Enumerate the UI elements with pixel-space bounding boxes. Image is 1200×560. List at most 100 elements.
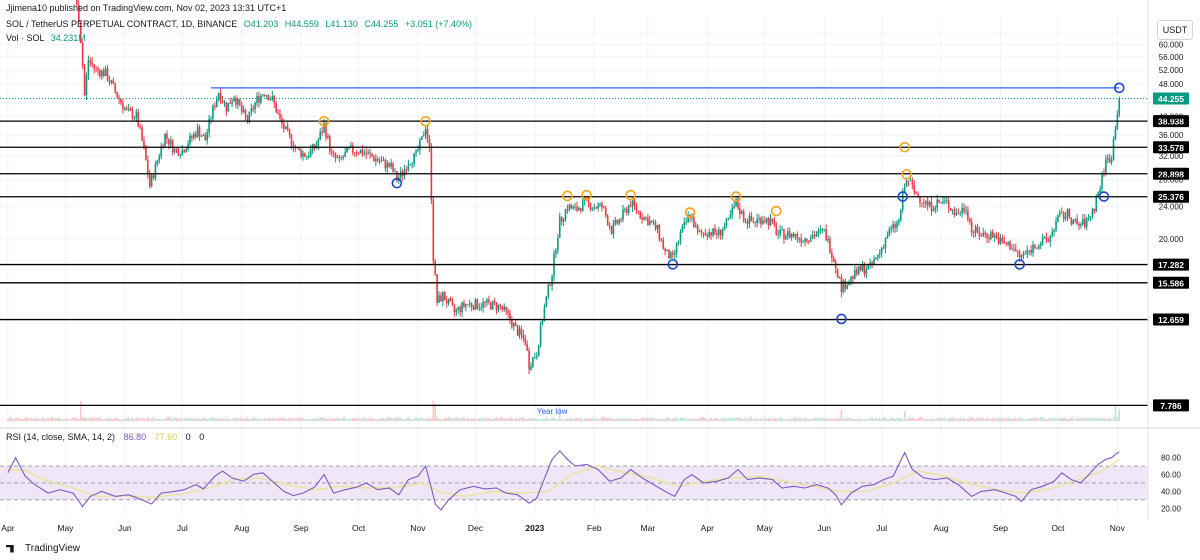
volume-bar [169, 417, 172, 421]
volume-bar [248, 418, 251, 421]
volume-bar [123, 418, 126, 421]
candle-body [641, 217, 643, 220]
volume-bar [829, 418, 831, 421]
volume-bar [654, 419, 657, 421]
candle-body [512, 323, 515, 327]
volume-bar [384, 419, 387, 421]
candle-body [277, 112, 279, 114]
volume-bar [106, 417, 109, 421]
candle-body [1057, 214, 1059, 222]
volume-bar [403, 419, 406, 421]
candle-body [785, 236, 787, 240]
candle-body [639, 211, 642, 218]
candle-body [208, 118, 210, 133]
candle-body [601, 203, 603, 208]
candle-body [742, 211, 745, 222]
candle-body [982, 232, 985, 237]
volume-legend[interactable]: Vol · SOL 34.231M [6, 33, 86, 43]
volume-bar [463, 417, 465, 421]
blue-marker-circle [1098, 191, 1110, 202]
candle-body [242, 109, 245, 112]
candle-body [1105, 159, 1107, 174]
candle-body [214, 105, 216, 108]
volume-bar [166, 417, 168, 421]
volume-bar [309, 419, 312, 421]
candle-body [231, 101, 233, 104]
candle-body [457, 307, 460, 310]
volume-bar [568, 418, 571, 421]
volume-bar [300, 417, 302, 421]
volume-bar [702, 417, 705, 421]
candle-body [346, 147, 348, 153]
volume-bar [982, 418, 985, 421]
volume-bar [957, 418, 960, 421]
volume-bar [832, 419, 835, 421]
volume-bar [855, 419, 858, 421]
volume-bar [238, 418, 241, 421]
candle-body [436, 274, 438, 303]
volume-bar [859, 419, 862, 421]
orange-marker-circle [562, 190, 573, 202]
candle-body [593, 207, 596, 209]
candle-body [357, 153, 360, 154]
volume-bar [72, 417, 74, 421]
candle-body [238, 98, 241, 106]
volume-bar [116, 417, 118, 421]
blue-marker-circle [897, 191, 909, 202]
volume-bar [905, 418, 908, 421]
volume-bar [210, 417, 212, 421]
candle-body [271, 95, 274, 100]
candle-body [762, 220, 764, 225]
candle-body [509, 313, 511, 320]
volume-bar [484, 418, 486, 421]
candle-body [204, 135, 207, 141]
volume-bar [1060, 417, 1063, 421]
candle-body [1118, 98, 1121, 115]
symbol-legend[interactable]: SOL / TetherUS PERPETUAL CONTRACT, 1D, B… [6, 19, 472, 29]
volume-bar [204, 417, 207, 421]
candle-body [321, 131, 323, 133]
volume-bar [359, 418, 362, 421]
candle-body [484, 302, 486, 303]
volume-bar [1108, 417, 1111, 421]
volume-bar [813, 418, 816, 421]
volume-bar [1018, 417, 1021, 421]
candle-body [666, 249, 668, 252]
candle-body [754, 221, 756, 224]
candle-body [635, 205, 638, 211]
candle-body [85, 75, 88, 96]
candle-body [290, 134, 293, 146]
candle-body [336, 157, 339, 159]
candle-body [963, 207, 965, 212]
rsi-legend[interactable]: RSI (14, close, SMA, 14, 2) 86.80 77.60 … [6, 432, 204, 442]
candle-body [116, 91, 118, 98]
volume-bar [861, 419, 864, 421]
volume-bar [1039, 417, 1042, 421]
candle-body [171, 140, 174, 153]
candle-body [1093, 208, 1096, 212]
candle-body [422, 135, 425, 137]
candle-body [288, 129, 291, 135]
volume-bar [112, 419, 115, 421]
time-axis-tick-label: 2023 [525, 523, 544, 533]
volume-bar [1082, 417, 1084, 421]
candle-body [731, 208, 734, 216]
volume-bar [581, 419, 584, 421]
volume-bar [131, 417, 134, 421]
currency-button[interactable]: USDT [1157, 20, 1193, 40]
candle-body [273, 95, 276, 104]
candle-body [1013, 248, 1015, 250]
volume-bar [547, 418, 550, 421]
volume-bar [139, 418, 141, 421]
volume-bar [689, 418, 691, 421]
volume-bar [1020, 418, 1023, 421]
volume-bar [405, 417, 408, 421]
volume-bar [767, 417, 770, 421]
candle-body [618, 219, 620, 224]
time-axis-tick-label: May [757, 523, 774, 533]
tradingview-logo[interactable]: TradingView [6, 543, 80, 554]
candle-body [578, 208, 580, 211]
candle-body [831, 252, 833, 258]
